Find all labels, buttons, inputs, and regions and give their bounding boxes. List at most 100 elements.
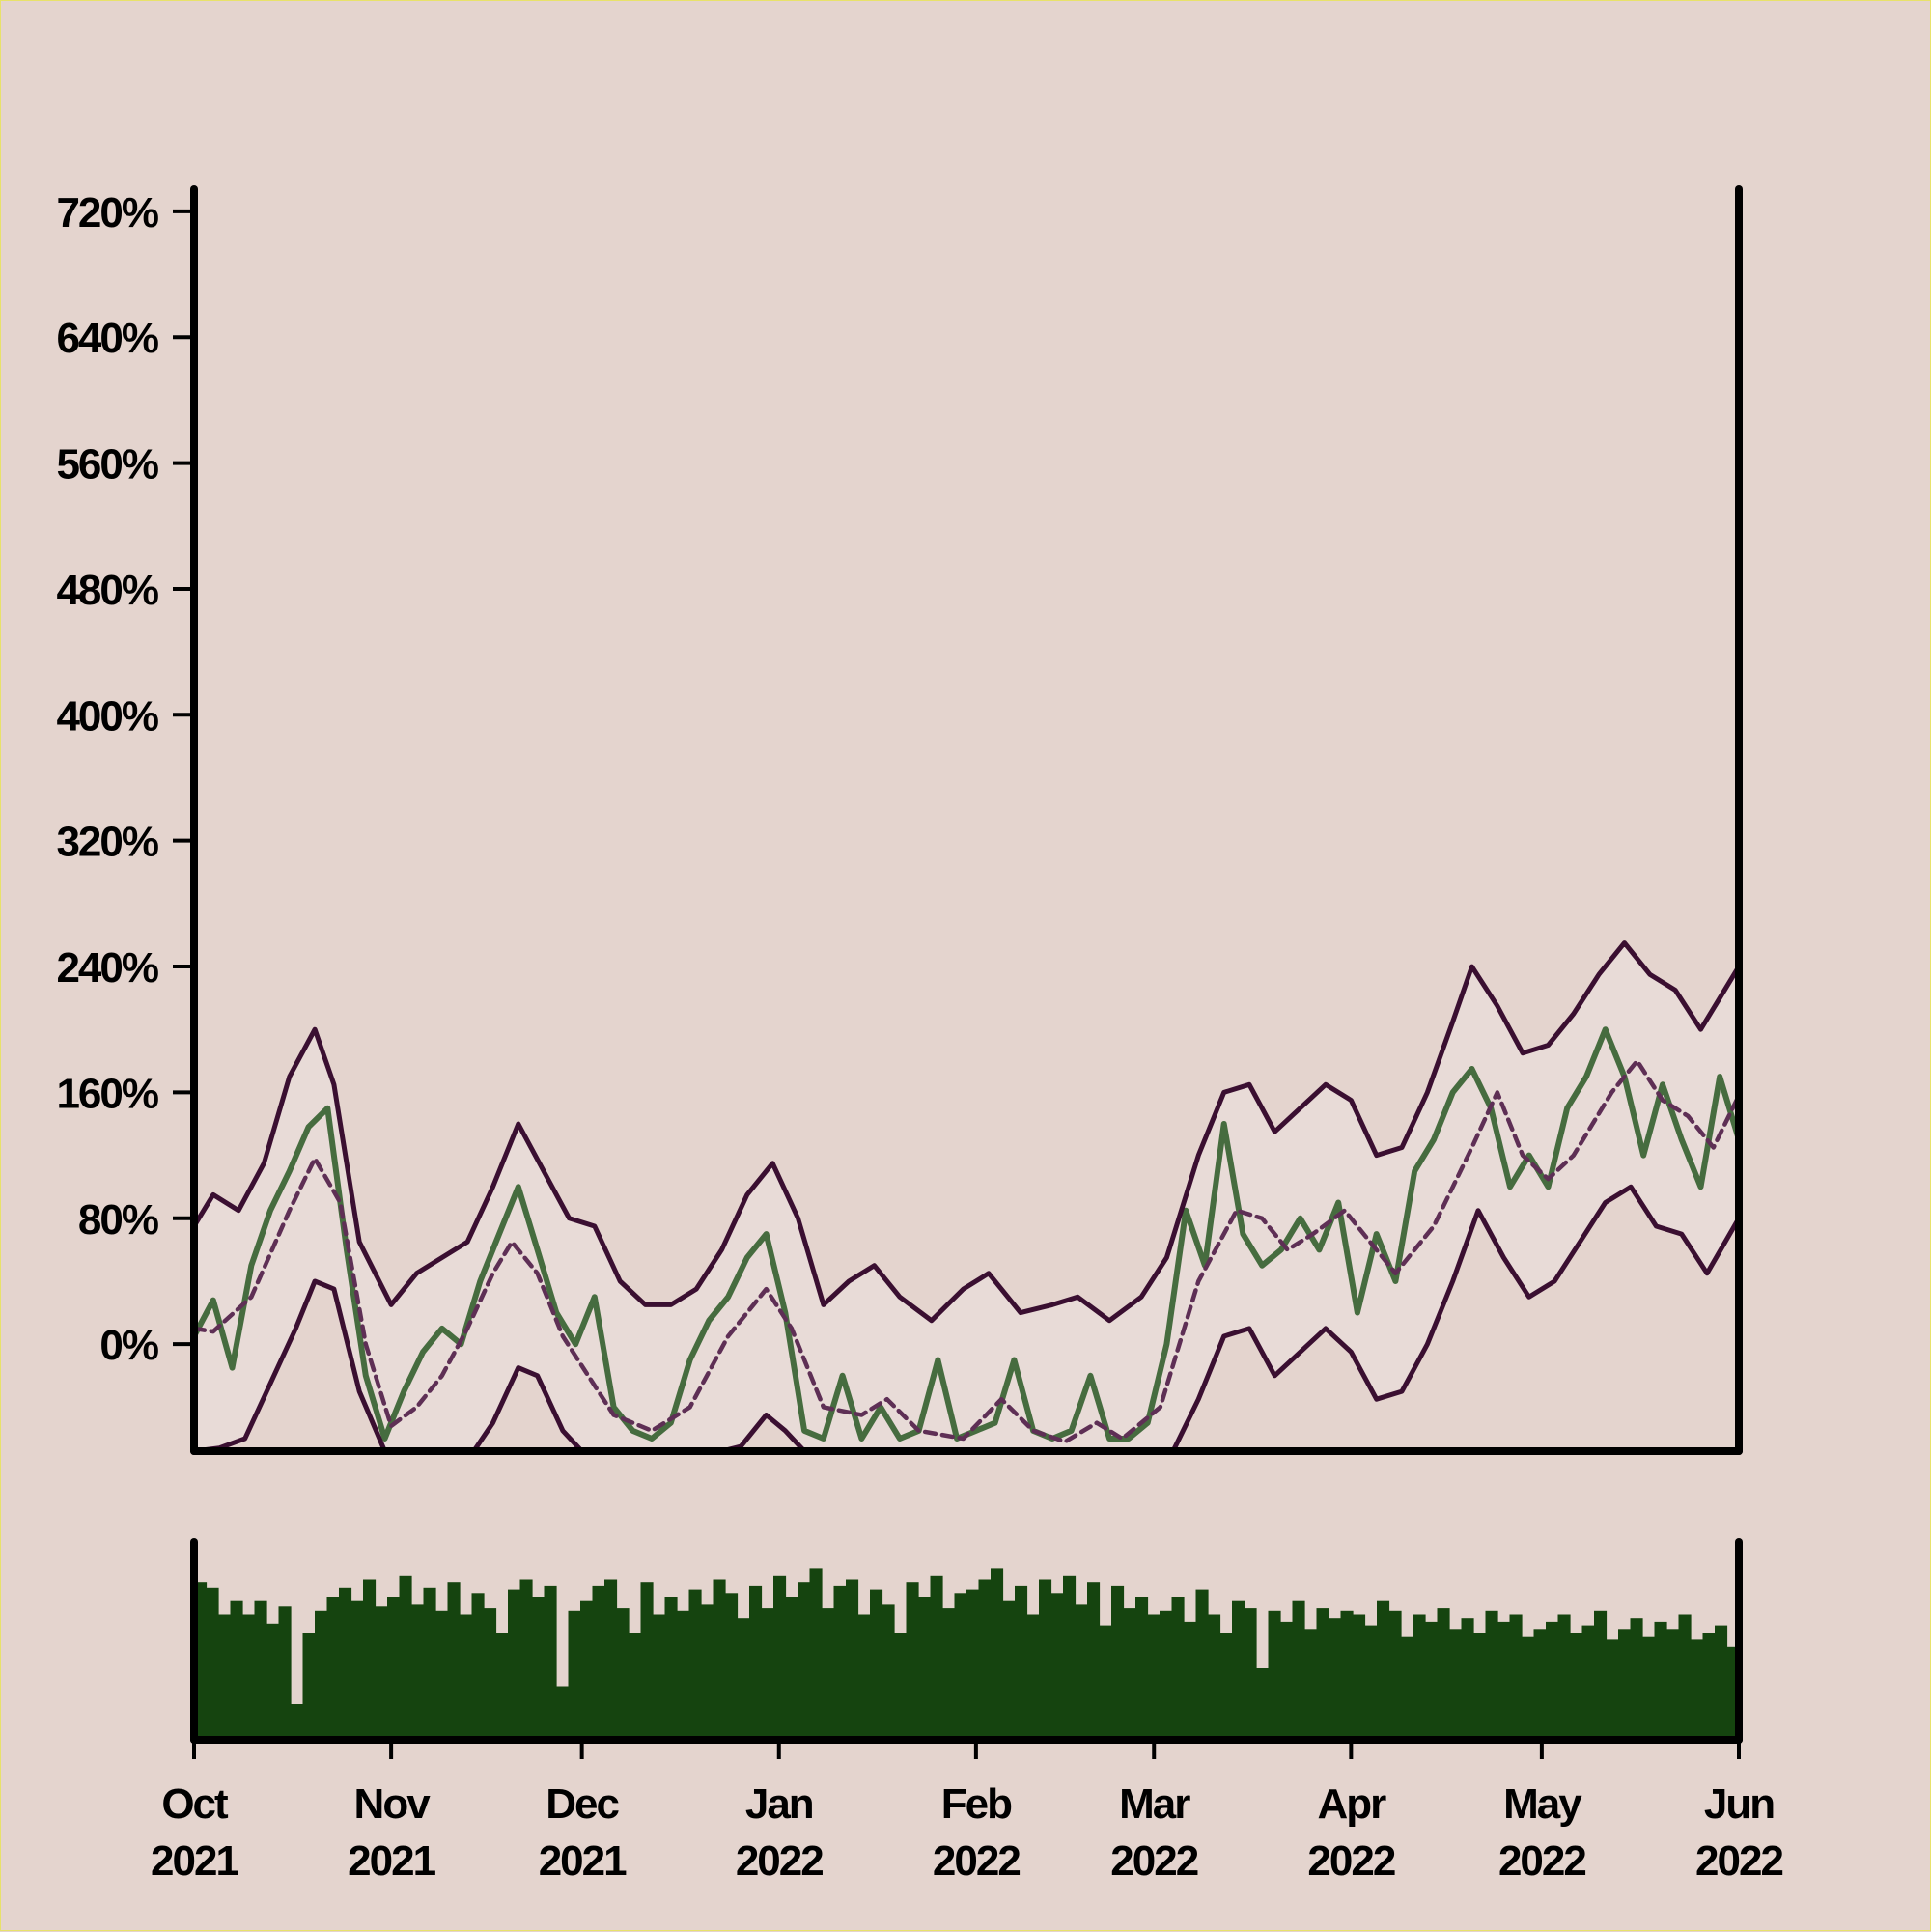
volume-bar	[447, 1582, 461, 1740]
volume-bar	[833, 1585, 847, 1740]
volume-bar	[1630, 1618, 1643, 1740]
volume-bar	[254, 1600, 267, 1740]
volume-bar	[1171, 1597, 1185, 1740]
volume-bar	[1642, 1636, 1656, 1740]
volume-bar	[846, 1579, 859, 1740]
volume-bar	[326, 1597, 340, 1740]
volume-bar	[568, 1610, 581, 1740]
volume-bar	[1268, 1610, 1281, 1740]
axes	[190, 185, 1743, 1744]
volume-bar	[1063, 1575, 1077, 1740]
volume-bar	[773, 1575, 787, 1740]
volume-bar	[870, 1589, 883, 1740]
volume-bar	[991, 1568, 1004, 1740]
volume-bar	[1606, 1639, 1619, 1740]
series-lines	[191, 940, 1742, 1454]
volume-bar	[1244, 1608, 1257, 1740]
volume-bar	[1208, 1614, 1221, 1740]
volume-bar	[435, 1610, 449, 1740]
volume-bar	[1232, 1600, 1245, 1740]
volume-bar	[749, 1585, 763, 1740]
volume-bar	[640, 1582, 654, 1740]
volume-bar	[761, 1608, 774, 1740]
x-tick-label-month: Dec	[546, 1780, 619, 1828]
y-tick-label: 240%	[56, 944, 157, 992]
y-tick-label: 560%	[56, 441, 157, 489]
volume-bar	[1195, 1589, 1209, 1740]
x-tick-label-year: 2022	[1695, 1837, 1782, 1885]
volume-bar	[291, 1704, 304, 1740]
volume-bar	[495, 1633, 509, 1740]
volume-bar	[1425, 1621, 1439, 1740]
y-tick-label: 320%	[56, 819, 157, 866]
bollinger-band-fill	[194, 942, 1739, 1451]
volume-bar	[1388, 1610, 1402, 1740]
volume-bar	[604, 1579, 618, 1740]
volume-bar	[1522, 1636, 1535, 1740]
volume-bar	[701, 1604, 714, 1740]
volume-bar	[1002, 1600, 1016, 1740]
volume-bar	[1184, 1621, 1197, 1740]
volume-bar	[1219, 1633, 1233, 1740]
volume-bar	[1377, 1600, 1390, 1740]
volume-bar	[1316, 1608, 1329, 1740]
volume-bar	[1413, 1614, 1426, 1740]
x-tick-label-month: Apr	[1317, 1780, 1386, 1828]
volume-bar	[713, 1579, 726, 1740]
volume-bar	[1087, 1582, 1101, 1740]
x-tick-label-month: Jan	[745, 1780, 813, 1828]
volume-bar	[737, 1618, 750, 1740]
x-tick-label-month: Mar	[1119, 1780, 1190, 1828]
y-tick-label: 0%	[99, 1322, 157, 1369]
x-tick-label-year: 2022	[736, 1837, 823, 1885]
volume-bar	[978, 1579, 992, 1740]
volume-bar	[1570, 1633, 1583, 1740]
volume-bar	[664, 1597, 678, 1740]
volume-bar	[544, 1585, 557, 1740]
volume-bar	[399, 1575, 412, 1740]
volume-bar	[423, 1587, 436, 1741]
x-tick-label-year: 2021	[151, 1837, 238, 1885]
volume-bar	[1618, 1629, 1632, 1740]
volume-bar	[1449, 1629, 1463, 1740]
volume-bar	[785, 1597, 798, 1740]
volume-bar	[1364, 1625, 1378, 1740]
volume-bar	[1533, 1629, 1547, 1740]
volume-bars	[194, 1568, 1740, 1741]
volume-bar	[519, 1579, 533, 1740]
volume-bar	[484, 1608, 497, 1740]
volume-bar	[592, 1585, 605, 1740]
volume-bar	[1135, 1597, 1149, 1740]
volume-bar	[954, 1593, 967, 1740]
x-tick-label-month: Nov	[354, 1780, 432, 1828]
volume-bar	[616, 1608, 630, 1740]
volume-bar	[556, 1686, 570, 1740]
y-axis-ticks: 0% 80% 160% 240% 320% 400% 480% 560% 640% 720%	[56, 189, 194, 1369]
volume-bar	[242, 1614, 256, 1740]
y-tick-label: 720%	[56, 189, 157, 237]
volume-bar	[629, 1633, 642, 1740]
volume-bar	[798, 1582, 811, 1740]
volume-bar	[930, 1575, 943, 1740]
volume-bar	[206, 1587, 219, 1741]
volume-bar	[387, 1597, 401, 1740]
volume-bar	[1050, 1593, 1064, 1740]
volume-bar	[266, 1623, 280, 1741]
volume-bar	[411, 1604, 425, 1740]
volume-bar	[1099, 1625, 1112, 1740]
volume-bar	[1256, 1668, 1270, 1740]
volume-bar	[1437, 1608, 1450, 1740]
volume-bar	[822, 1608, 835, 1740]
volume-bar	[857, 1614, 871, 1740]
volume-bar	[906, 1582, 919, 1740]
volume-bar	[1509, 1614, 1523, 1740]
volume-bar	[1353, 1614, 1366, 1740]
x-tick-label-year: 2021	[348, 1837, 435, 1885]
volume-bar	[1304, 1629, 1318, 1740]
volume-bar	[966, 1589, 980, 1740]
x-tick-label-year: 2022	[1498, 1837, 1585, 1885]
volume-bar	[1401, 1636, 1414, 1740]
volume-bar	[1292, 1600, 1305, 1740]
volume-bar	[1546, 1621, 1559, 1740]
